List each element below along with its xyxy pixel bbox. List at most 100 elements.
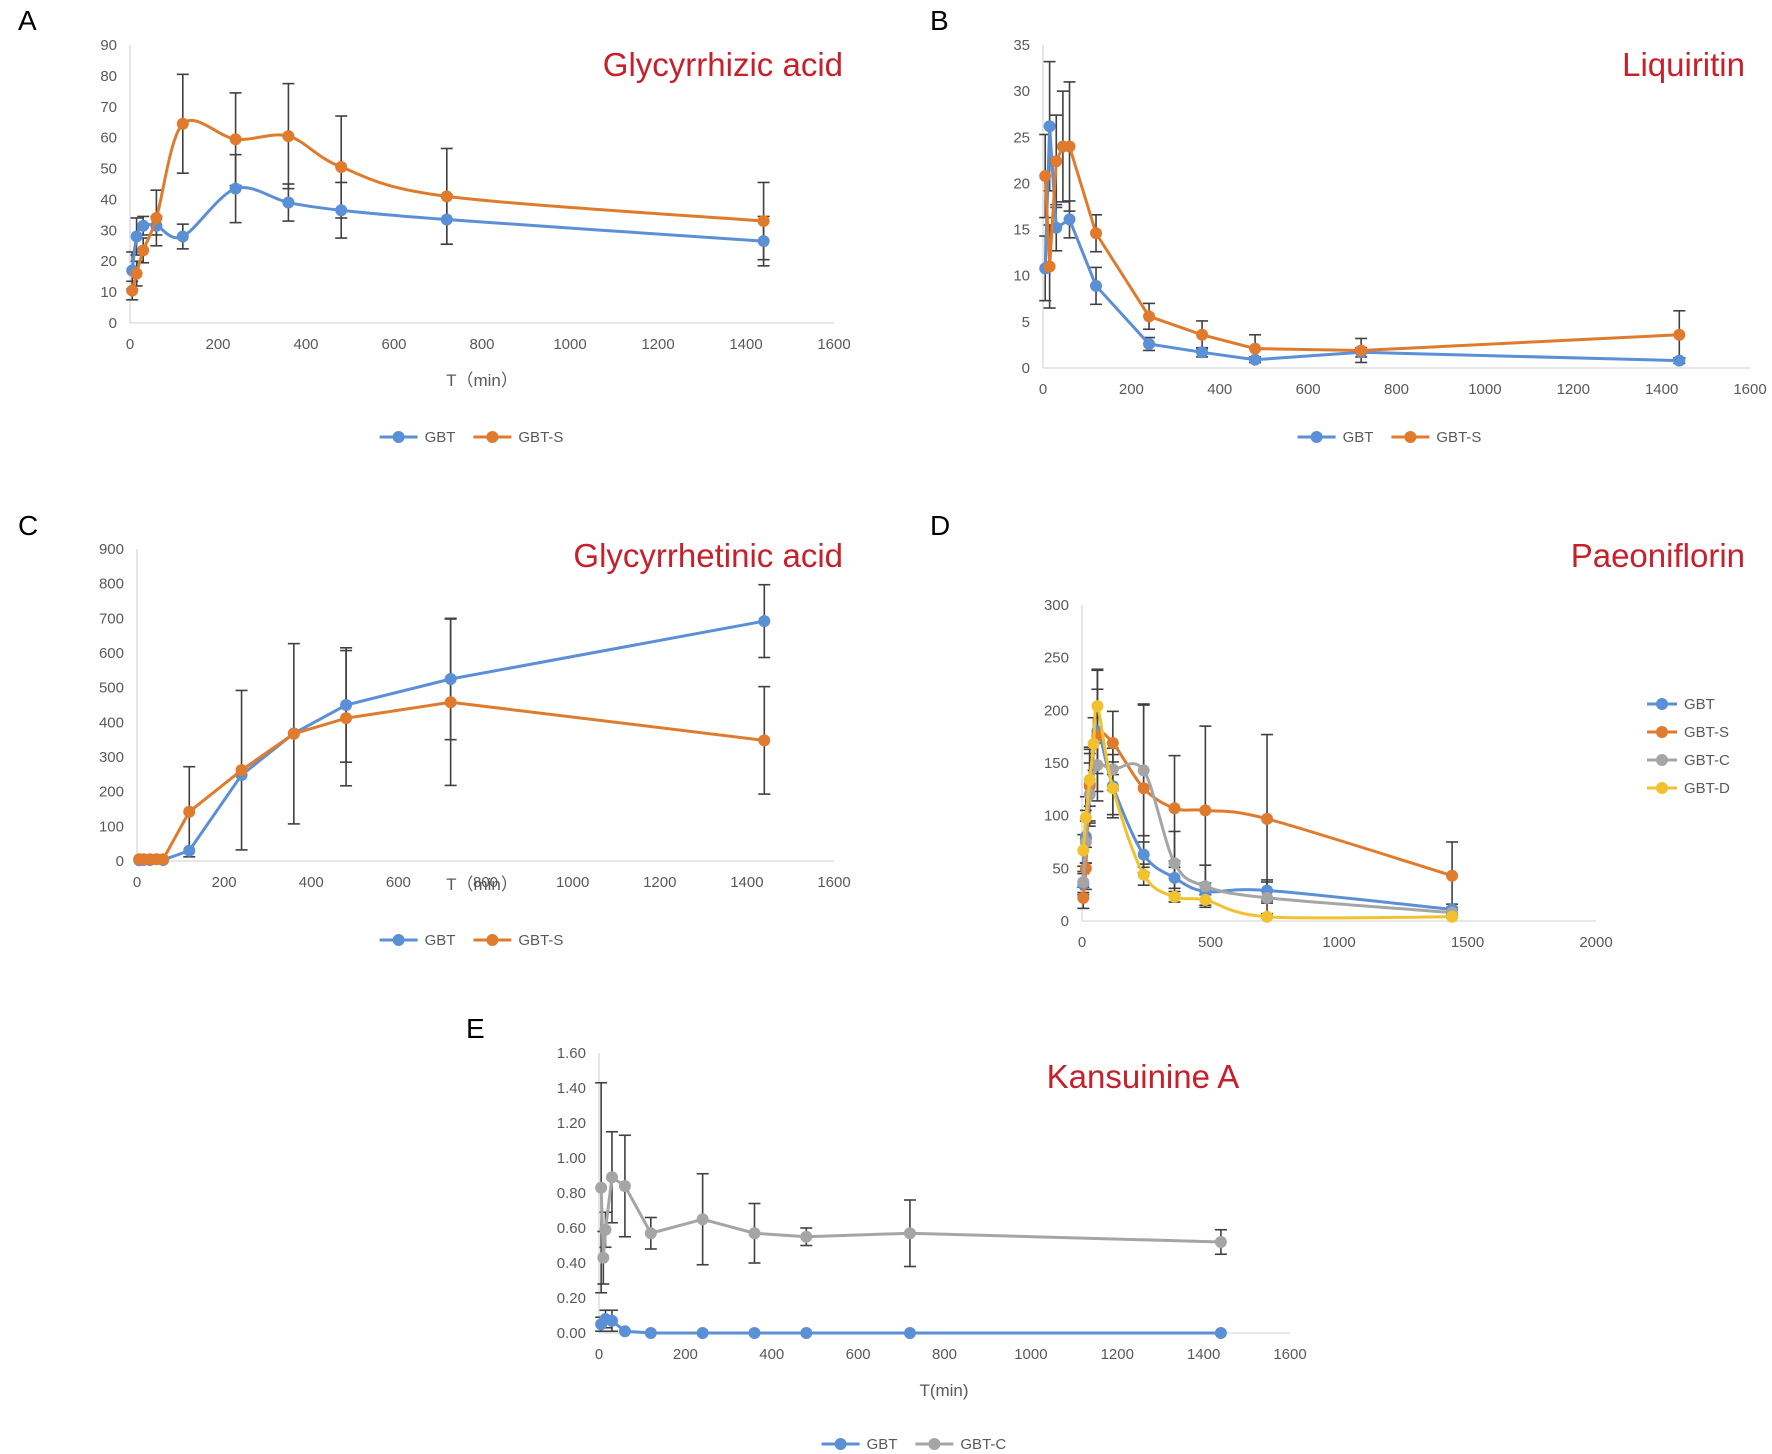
y-tick-label: 30 <box>100 222 117 239</box>
y-tick-label: 50 <box>1052 860 1069 877</box>
data-point-gbt-c <box>618 1180 631 1192</box>
y-tick-label: 100 <box>99 818 124 835</box>
data-point-gbt <box>130 230 143 243</box>
x-tick-label: 400 <box>299 874 324 891</box>
x-tick-label: 1000 <box>1468 381 1501 398</box>
data-point-gbt-s <box>1168 802 1181 815</box>
x-tick-label: 600 <box>386 874 411 891</box>
data-point-gbt-s <box>1196 328 1209 341</box>
y-tick-label: 0 <box>1061 913 1069 930</box>
data-point-gbt-c <box>644 1227 657 1240</box>
x-tick-label: 1000 <box>1014 1346 1047 1363</box>
data-point-gbt-s <box>287 727 300 740</box>
data-point-gbt <box>1168 871 1181 884</box>
x-axis-label: T(min) <box>919 1381 968 1400</box>
data-point-gbt <box>1137 848 1150 861</box>
legend-label: GBT-S <box>518 932 563 949</box>
x-tick-label: 0 <box>1078 934 1086 951</box>
y-tick-label: 0 <box>109 315 117 332</box>
data-point-gbt-c <box>605 1171 618 1184</box>
data-point-gbt-s <box>1446 869 1459 882</box>
data-point-gbt-d <box>1079 811 1092 824</box>
data-point-gbt-s <box>282 130 295 143</box>
y-tick-label: 20 <box>100 253 117 270</box>
data-point-gbt-s <box>183 805 196 818</box>
data-point-gbt-s <box>1355 344 1368 357</box>
legend: GBT GBT-S <box>1297 429 1481 446</box>
y-tick-label: 400 <box>99 714 124 731</box>
chart-panel-e: E Kansuinine A 0.00 0.20 0.40 0.60 0.80 1.00 1.2… <box>466 1013 1307 1453</box>
y-tick-label: 600 <box>99 645 124 662</box>
data-point-gbt-c <box>903 1227 916 1240</box>
data-point-gbt-s <box>1090 227 1103 240</box>
data-point-gbt-c <box>1199 880 1212 893</box>
x-tick-label: 1200 <box>641 336 674 353</box>
x-axis-label: T（min） <box>446 371 518 390</box>
x-tick-label: 1400 <box>1645 381 1678 398</box>
x-tick-label: 1200 <box>643 874 676 891</box>
x-tick-label: 0 <box>1039 381 1047 398</box>
data-point-gbt-c <box>595 1181 608 1194</box>
data-point-gbt-c <box>696 1213 709 1226</box>
y-tick-label: 0 <box>116 853 124 870</box>
data-point-gbt <box>282 196 295 209</box>
y-tick-label: 1.40 <box>557 1080 586 1097</box>
x-tick-label: 600 <box>381 336 406 353</box>
y-tick-label: 70 <box>100 99 117 116</box>
legend: GBT GBT-C <box>821 1436 1006 1453</box>
data-point-gbt <box>1249 353 1262 366</box>
data-point-gbt-d <box>1137 868 1150 881</box>
data-point-gbt-c <box>1168 857 1181 870</box>
data-point-gbt-s <box>440 190 453 203</box>
y-tick-label: 90 <box>100 37 117 54</box>
data-point-gbt-c <box>599 1223 612 1236</box>
x-tick-label: 1600 <box>1273 1346 1306 1363</box>
data-point-gbt-d <box>1446 910 1459 923</box>
y-tick-label: 10 <box>100 284 117 301</box>
y-tick-label: 800 <box>99 576 124 593</box>
data-point-gbt-c <box>748 1227 761 1240</box>
data-point-gbt-c <box>1091 759 1104 772</box>
y-tick-label: 60 <box>100 130 117 147</box>
data-point-gbt-d <box>1083 773 1096 786</box>
x-tick-label: 800 <box>1384 381 1409 398</box>
data-point-gbt <box>605 1314 618 1327</box>
data-point-gbt-d <box>1106 782 1119 795</box>
data-point-gbt-s <box>1043 260 1056 273</box>
data-point-gbt-s <box>1199 804 1212 817</box>
data-point-gbt <box>1090 279 1103 292</box>
data-point-gbt-s <box>1143 310 1156 323</box>
x-tick-label: 600 <box>1296 381 1321 398</box>
data-point-gbt <box>903 1327 916 1339</box>
series-line-gbt-c <box>599 1174 1221 1258</box>
legend-marker <box>1404 431 1417 443</box>
data-point-gbt-s <box>1050 155 1063 168</box>
data-point-gbt-s <box>444 696 457 709</box>
x-tick-label: 1000 <box>553 336 586 353</box>
data-point-gbt-d <box>1077 844 1090 857</box>
data-point-gbt-s <box>1137 782 1150 795</box>
data-point-gbt <box>1043 120 1056 133</box>
panel-letter: A <box>18 5 37 36</box>
legend-label: GBT-S <box>1436 429 1481 446</box>
y-tick-label: 900 <box>99 541 124 558</box>
y-tick-label: 150 <box>1044 755 1069 772</box>
x-tick-label: 1400 <box>729 336 762 353</box>
y-tick-label: 0 <box>1022 360 1030 377</box>
data-point-gbt-s <box>1039 170 1052 183</box>
legend-marker <box>834 1438 847 1450</box>
y-tick-label: 10 <box>1013 268 1030 285</box>
data-point-gbt <box>758 615 771 628</box>
data-point-gbt-s <box>126 284 139 297</box>
x-tick-label: 1600 <box>817 874 850 891</box>
legend-marker <box>1656 726 1668 738</box>
panel-letter: B <box>930 5 949 36</box>
legend: GBT GBT-S <box>379 429 563 446</box>
x-tick-label: 1400 <box>1187 1346 1220 1363</box>
y-tick-label: 0.20 <box>557 1290 586 1307</box>
chart-title: Glycyrrhizic acid <box>603 46 843 83</box>
y-tick-label: 300 <box>1044 597 1069 614</box>
data-point-gbt-s <box>340 712 353 725</box>
series-line-gbt <box>1043 126 1680 363</box>
